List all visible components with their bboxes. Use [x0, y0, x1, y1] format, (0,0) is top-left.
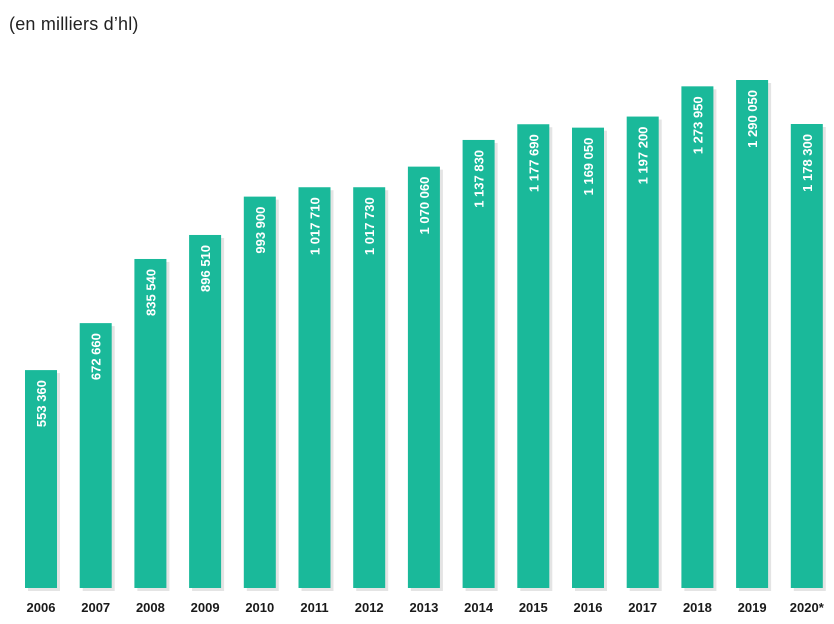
- x-tick-label: 2020*: [790, 600, 825, 615]
- x-tick-label: 2013: [409, 600, 438, 615]
- bar-2020*: [790, 124, 823, 588]
- x-tick-label: 2014: [464, 600, 494, 615]
- bar-2011: [298, 187, 331, 588]
- x-tick-label: 2017: [628, 600, 657, 615]
- bars-layer: 553 360 672 660 835 540 896 510 993 900 1 017…: [25, 80, 826, 592]
- bar-2007: [79, 323, 112, 588]
- x-tick-label: 2012: [355, 600, 384, 615]
- bar-value-label: 1 197 200: [636, 127, 651, 185]
- bar-2009: [189, 234, 222, 589]
- x-tick-label: 2015: [519, 600, 548, 615]
- bar-value-label: 896 510: [198, 245, 213, 292]
- bar-2008: [134, 258, 167, 588]
- bar-value-label: 1 017 730: [362, 197, 377, 255]
- bar-value-label: 1 178 300: [800, 134, 815, 192]
- bar-2017: [626, 116, 659, 588]
- bar-value-label: 1 290 050: [745, 90, 760, 148]
- bar-2013: [407, 166, 440, 588]
- x-tick-label: 2011: [300, 600, 328, 615]
- bar-value-label: 1 273 950: [690, 96, 705, 154]
- x-tick-label: 2008: [136, 600, 165, 615]
- bar-2016: [572, 127, 604, 588]
- bar-2018: [681, 86, 714, 589]
- bar-value-label: 993 900: [253, 207, 268, 254]
- x-tick-label: 2016: [574, 600, 603, 615]
- x-tick-label: 2018: [683, 600, 712, 615]
- bar-value-label: 1 070 060: [417, 177, 432, 235]
- x-tick-label: 2019: [738, 600, 767, 615]
- x-tick-label: 2010: [245, 600, 274, 615]
- bar-2006: [25, 370, 57, 588]
- x-axis-tick-labels: 2006 2007 2008 2009 2010 2011 2012 2013 2014 2015…: [27, 600, 825, 615]
- bar-2010: [243, 196, 276, 588]
- bar-2014: [462, 139, 495, 588]
- bar-2012: [353, 187, 386, 588]
- bar-value-label: 1 017 710: [308, 197, 323, 255]
- bar-value-label: 672 660: [89, 333, 104, 380]
- x-tick-label: 2009: [191, 600, 220, 615]
- bar-2019: [736, 80, 769, 588]
- bar-value-label: 553 360: [34, 380, 49, 427]
- bar-value-label: 1 137 830: [472, 150, 487, 208]
- bar-2015: [517, 124, 550, 588]
- x-tick-label: 2007: [81, 600, 110, 615]
- chart-subtitle: (en milliers d’hl): [9, 14, 139, 34]
- x-tick-label: 2006: [27, 600, 56, 615]
- bar-value-label: 1 169 050: [581, 138, 596, 196]
- bar-value-label: 835 540: [143, 269, 158, 316]
- bar-value-label: 1 177 690: [526, 134, 541, 192]
